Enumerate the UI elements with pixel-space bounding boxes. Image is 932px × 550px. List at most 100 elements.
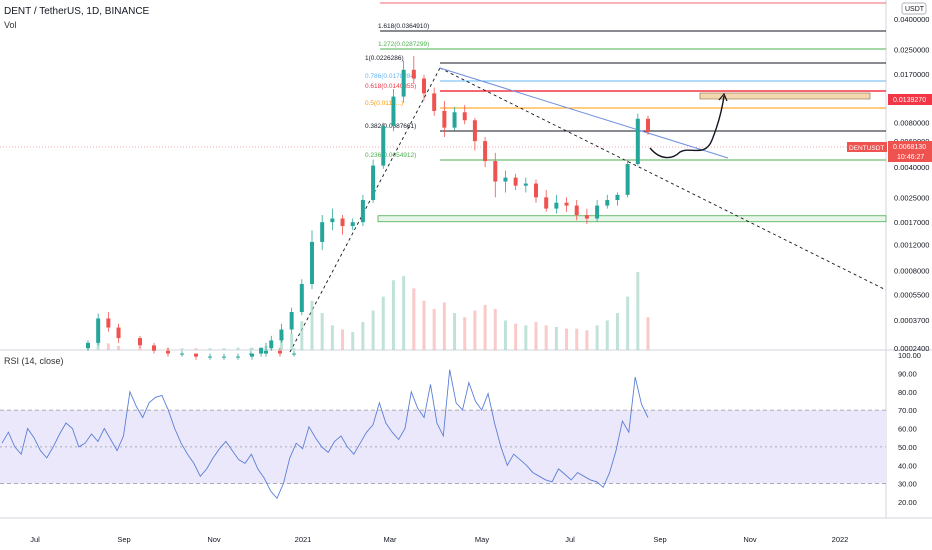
candle-body <box>222 356 226 358</box>
highlighted-level-value: 0.0139270 <box>893 97 926 104</box>
candle-body <box>544 197 549 209</box>
volume-bar <box>106 343 110 350</box>
fib-level-label: 1(0.0226286) <box>365 55 404 62</box>
candle-body <box>411 69 416 79</box>
currency-badge <box>901 2 927 15</box>
candle-body <box>615 194 620 201</box>
volume-bar <box>222 348 226 350</box>
projection-arrowhead <box>718 92 728 102</box>
rsi-axis-tick: 30.00 <box>898 480 917 489</box>
volume-bar <box>626 296 630 350</box>
rsi-axis-tick: 50.00 <box>898 443 917 452</box>
volume-bar <box>432 308 436 350</box>
price-axis-tick: 0.0400000 <box>894 15 929 24</box>
candle-body <box>350 222 355 227</box>
price-axis-tick: 0.0012000 <box>894 241 929 250</box>
price-axis-tick: 0.0025000 <box>894 193 929 202</box>
volume-bar <box>180 348 184 350</box>
candle-body <box>299 283 304 313</box>
candle-body <box>152 345 156 351</box>
price-axis-tick: 0.0008000 <box>894 267 929 276</box>
volume-bar <box>341 329 345 350</box>
candle-body <box>554 202 559 209</box>
candle-body <box>605 200 610 206</box>
price-axis-tick: 0.0003700 <box>894 316 929 325</box>
volume-bar <box>544 325 548 350</box>
volume-bar <box>483 304 487 350</box>
volume-bar <box>463 317 467 350</box>
volume-bar <box>503 320 507 350</box>
candle-body <box>278 350 282 354</box>
price-axis-tick: 0.0002400 <box>894 344 929 353</box>
last-price-value: 0.0068130 <box>893 144 926 151</box>
candle-body <box>574 205 579 216</box>
candle-body <box>513 177 518 186</box>
rsi-series-line <box>1 369 649 500</box>
rsi-band-fill <box>0 410 886 484</box>
candle-body <box>534 183 538 198</box>
candle-body <box>194 353 198 357</box>
volume-bar <box>361 322 365 350</box>
rsi-axis-tick: 40.00 <box>898 461 917 470</box>
volume-bar <box>595 325 599 350</box>
volume-bar <box>442 302 446 350</box>
volume-bar <box>292 348 296 350</box>
last-price-countdown: 10:46:27 <box>897 154 924 161</box>
candle-body <box>371 165 376 201</box>
projection-path <box>649 95 725 159</box>
volume-bar <box>534 322 538 350</box>
volume-bar <box>320 313 324 350</box>
price-axis-tick: 0.0250000 <box>894 45 929 54</box>
volume-bar <box>402 276 406 350</box>
rsi-axis-tick: 100.00 <box>898 351 921 360</box>
volume-bar <box>351 331 355 350</box>
candle-body <box>523 183 528 186</box>
volume-bar <box>646 317 650 350</box>
volume-bar <box>290 333 294 350</box>
volume-bar <box>330 325 334 350</box>
volume-bar <box>208 348 212 350</box>
volume-bar <box>249 348 253 350</box>
volume-bar <box>605 320 609 350</box>
candle-body <box>208 356 212 358</box>
time-axis-tick: Jul <box>565 535 575 544</box>
last-price-symbol-badge <box>847 142 887 152</box>
candle-body <box>330 218 335 223</box>
candle-body <box>564 202 569 206</box>
candle-body <box>381 125 386 166</box>
volume-bar <box>371 310 375 350</box>
candle-body <box>442 110 447 128</box>
candle-body <box>248 353 253 355</box>
candle-body <box>86 342 90 348</box>
candle-body <box>635 118 640 165</box>
rsi-axis-tick: 80.00 <box>898 388 917 397</box>
volume-bar <box>493 308 497 350</box>
candle-body <box>180 353 184 355</box>
fib-level-label: 0.236(0.0054912) <box>365 152 416 159</box>
price-axis-tick: 0.0017000 <box>894 218 929 227</box>
highlighted-level-badge <box>888 94 932 105</box>
volume-bar <box>236 347 240 350</box>
last-price-badge <box>888 141 932 162</box>
volume-bar <box>565 328 569 350</box>
rsi-label: RSI (14, close) <box>4 356 64 366</box>
volume-bar <box>575 328 579 350</box>
fib-level-label: 0.618(0.0140355) <box>365 83 416 90</box>
time-axis-tick: Sep <box>117 535 130 544</box>
candle-body <box>116 327 121 339</box>
time-axis-tick: Mar <box>384 535 397 544</box>
volume-bar <box>279 340 283 350</box>
price-axis-tick: 0.0005500 <box>894 291 929 300</box>
fib-level-label: 1.618(0.0364910) <box>378 23 429 30</box>
candle-body <box>493 161 498 182</box>
candle-body <box>422 78 426 94</box>
candle-body <box>340 218 345 227</box>
fib-level-label: 0.786(0.0178284) <box>365 73 416 80</box>
volume-bar <box>194 348 198 350</box>
candle-body <box>96 318 101 343</box>
volume-bar <box>412 288 416 350</box>
time-axis-tick: Nov <box>207 535 221 544</box>
volume-bar <box>636 272 640 350</box>
candle-body <box>250 353 254 357</box>
